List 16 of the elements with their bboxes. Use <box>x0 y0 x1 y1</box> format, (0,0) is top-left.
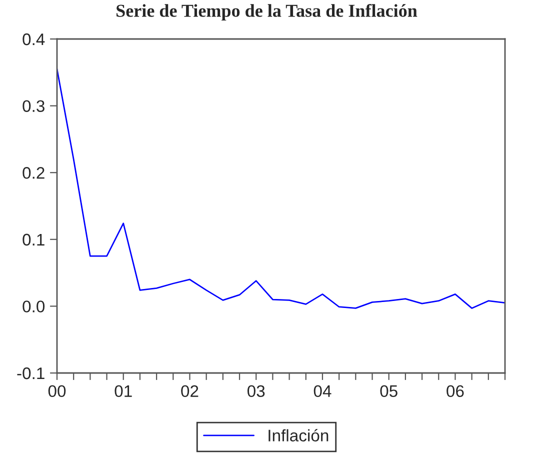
legend-label: Inflación <box>268 429 328 442</box>
y-tick-label: 0.2 <box>22 167 44 179</box>
y-tick-label: 0.0 <box>22 300 45 312</box>
x-tick-label: 05 <box>380 385 398 398</box>
line-series <box>57 68 505 309</box>
y-tick-label: 0.1 <box>22 234 44 246</box>
x-tick-label: 01 <box>114 385 132 398</box>
y-tick-label: 0.3 <box>22 100 44 112</box>
x-tick-label: 04 <box>314 385 332 398</box>
y-tick-label: 0.4 <box>22 33 45 46</box>
y-tick-label: -0.1 <box>17 367 44 380</box>
x-tick-label: 03 <box>247 385 265 398</box>
x-tick-label: 00 <box>48 385 66 398</box>
chart-title: Serie de Tiempo de la Tasa de Inflación <box>116 4 418 21</box>
x-tick-label: 06 <box>446 385 464 398</box>
x-tick-label: 02 <box>181 385 198 398</box>
